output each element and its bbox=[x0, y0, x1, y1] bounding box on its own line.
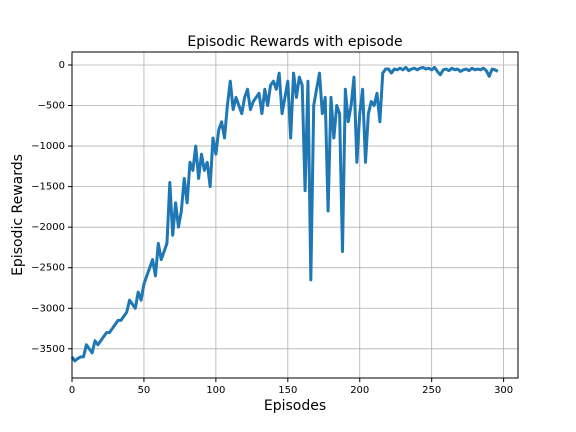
chart-title: Episodic Rewards with episode bbox=[187, 34, 402, 50]
y-axis-label: Episodic Rewards bbox=[10, 154, 26, 276]
y-tick-label: 0 bbox=[59, 60, 65, 71]
x-tick-label: 50 bbox=[138, 385, 151, 396]
x-tick-label: 0 bbox=[69, 385, 75, 396]
y-tick-label: −1500 bbox=[31, 182, 65, 193]
x-tick-label: 200 bbox=[350, 385, 369, 396]
plot-frame bbox=[71, 51, 519, 379]
y-tick-label: −3500 bbox=[31, 344, 65, 355]
x-tick-label: 300 bbox=[494, 385, 513, 396]
y-tick-label: −2500 bbox=[31, 263, 65, 274]
x-tick-label: 250 bbox=[422, 385, 441, 396]
y-tick-label: −500 bbox=[38, 101, 65, 112]
x-axis-label: Episodes bbox=[264, 398, 326, 414]
line-series bbox=[70, 65, 499, 363]
x-tick-label: 150 bbox=[278, 385, 297, 396]
y-tick-label: −2000 bbox=[31, 222, 65, 233]
y-tick-label: −1000 bbox=[31, 141, 65, 152]
x-tick-label: 100 bbox=[206, 385, 225, 396]
y-tick-label: −3000 bbox=[31, 303, 65, 314]
